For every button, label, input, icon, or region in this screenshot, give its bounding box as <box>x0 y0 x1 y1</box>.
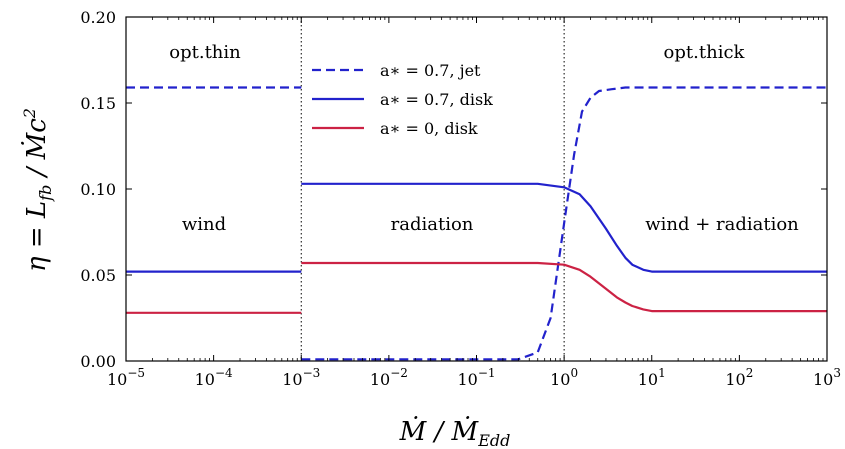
region-label-opt-thin: opt.thin <box>169 42 241 63</box>
series-1-segment-1 <box>301 182 827 273</box>
y-tick-label-0: 0.00 <box>80 352 116 371</box>
legend-label-0: a∗ = 0.7, jet <box>380 61 481 80</box>
y-tick-label-4: 0.20 <box>80 8 116 27</box>
x-axis-label: Ṁ / ṀEdd <box>399 416 511 449</box>
x-tick-label-1: 10−4 <box>195 366 233 389</box>
legend-label-1: a∗ = 0.7, disk <box>380 90 493 109</box>
region-divider-lines <box>300 17 565 361</box>
axis-ticks: 10−5 10−4 10−3 10−2 10−1 100 101 102 103 0.00 0.05… <box>80 8 841 389</box>
region-label-wind: wind <box>182 214 226 235</box>
x-tick-label-3: 10−2 <box>370 366 408 389</box>
y-tick-label-2: 0.10 <box>80 180 116 199</box>
y-tick-label-1: 0.05 <box>80 266 116 285</box>
legend-label-2: a∗ = 0, disk <box>380 119 478 138</box>
region-label-wind-radiation: wind + radiation <box>645 214 799 235</box>
x-tick-label-0: 10−5 <box>107 366 145 389</box>
x-tick-label-4: 10−1 <box>457 366 495 389</box>
y-tick-label-3: 0.15 <box>80 94 116 113</box>
x-tick-label-5: 100 <box>550 366 578 389</box>
x-tick-label-8: 103 <box>813 366 841 389</box>
x-tick-label-6: 101 <box>638 366 666 389</box>
series-2-segment-1 <box>301 261 827 313</box>
legend: a∗ = 0.7, jet a∗ = 0.7, disk a∗ = 0, disk <box>312 61 493 138</box>
x-tick-label-2: 10−3 <box>282 366 320 389</box>
y-axis-label: η = Lfb / Ṁc2 <box>20 108 55 272</box>
region-label-opt-thick: opt.thick <box>664 42 746 63</box>
region-label-radiation: radiation <box>391 214 474 235</box>
x-tick-label-7: 102 <box>725 366 753 389</box>
